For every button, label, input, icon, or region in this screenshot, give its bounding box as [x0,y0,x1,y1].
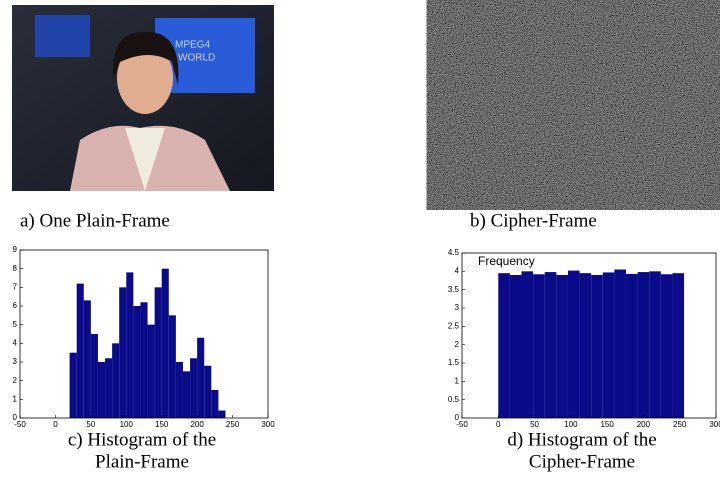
figure: MPEG4 WORLD a) One Plain-Frame b) Cipher… [0,0,720,481]
histogram-bar [119,287,126,418]
plain-frame-image: MPEG4 WORLD [12,5,274,191]
histogram-bar [591,275,603,418]
histogram-bar [105,358,112,418]
x-tick-label: 250 [673,420,687,429]
histogram-bar [649,271,661,418]
x-tick-label: 50 [530,420,539,429]
histogram-bar [162,269,169,418]
y-tick-label: 4.5 [448,248,460,257]
y-tick-label: 4 [455,266,460,275]
histogram-bar [133,306,140,418]
y-tick-label: 6 [13,301,18,310]
histogram-bar [148,325,155,418]
histogram-bar [545,272,557,418]
caption: Cipher-Frame [529,451,635,472]
x-tick-label: 200 [637,420,651,429]
x-tick-label: 150 [600,420,614,429]
histogram-bar [580,273,592,418]
y-tick-label: 1.5 [448,358,460,367]
histogram-bar [672,273,684,418]
x-tick-label: 250 [226,420,240,429]
histogram-bar [155,287,162,418]
caption: a) One Plain-Frame [20,210,170,231]
histogram-bar [626,274,638,418]
x-tick-label: 100 [120,420,134,429]
histogram-bar [197,338,204,418]
y-tick-label: 3 [455,303,460,312]
histogram-bar [169,315,176,418]
histogram-bar [522,271,534,418]
caption: b) Cipher-Frame [470,210,597,231]
caption: c) Histogram of the [68,429,216,450]
histogram-bar [638,272,650,418]
histogram-bar [218,411,225,418]
x-tick-label: 50 [86,420,95,429]
histogram-bar [70,353,77,418]
y-tick-label: 0 [455,413,460,422]
histogram-bar [176,362,183,418]
y-tick-label: 1 [13,394,18,403]
y-tick-label: 1 [455,376,460,385]
y-tick-label: 3 [13,357,18,366]
histogram-bar [603,272,615,418]
x-tick-label: 300 [261,420,275,429]
histogram-bar [126,272,133,418]
histogram-bar [568,271,580,418]
histogram-bar [98,362,105,418]
x-tick-label: 200 [190,420,204,429]
svg-text:MPEG4: MPEG4 [175,40,210,51]
y-tick-label: 3.5 [448,285,460,294]
histogram-bar [140,302,147,418]
caption: d) Histogram of the [507,429,656,450]
histogram-bar [661,274,673,418]
x-tick-label: 100 [564,420,578,429]
y-tick-label: 8 [13,264,18,273]
histogram-bar [77,284,84,418]
histogram-bar [91,334,98,418]
histogram-bar [204,366,211,418]
y-tick-label: 5 [13,320,18,329]
histogram-bar [211,390,218,418]
histogram-bar [183,371,190,418]
histogram-bar [533,274,545,418]
y-tick-label: 0.5 [448,395,460,404]
histogram-bar [190,358,197,418]
y-tick-label: 2.5 [448,321,460,330]
histogram-bar [614,270,626,419]
page: MPEG4 WORLD a) One Plain-Frame b) Cipher… [0,0,720,481]
y-tick-label: 0 [13,413,18,422]
y-tick-label: 2 [455,340,460,349]
y-tick-label: 9 [13,245,18,254]
histogram-bar [84,300,91,418]
histogram-bar [498,273,510,418]
x-tick-label: 300 [709,420,720,429]
x-tick-label: 150 [155,420,169,429]
svg-text:WORLD: WORLD [178,53,215,64]
histogram-bar [510,275,522,418]
histogram-bar [112,343,119,418]
y-tick-label: 4 [13,338,18,347]
annotation: Frequency [478,254,535,268]
caption: Plain-Frame [95,451,189,472]
y-tick-label: 7 [13,282,18,291]
histogram-bar [556,275,568,418]
x-tick-label: 0 [496,420,501,429]
cipher-frame-image [453,5,716,191]
y-tick-label: 2 [13,376,18,385]
x-tick-label: 0 [53,420,58,429]
